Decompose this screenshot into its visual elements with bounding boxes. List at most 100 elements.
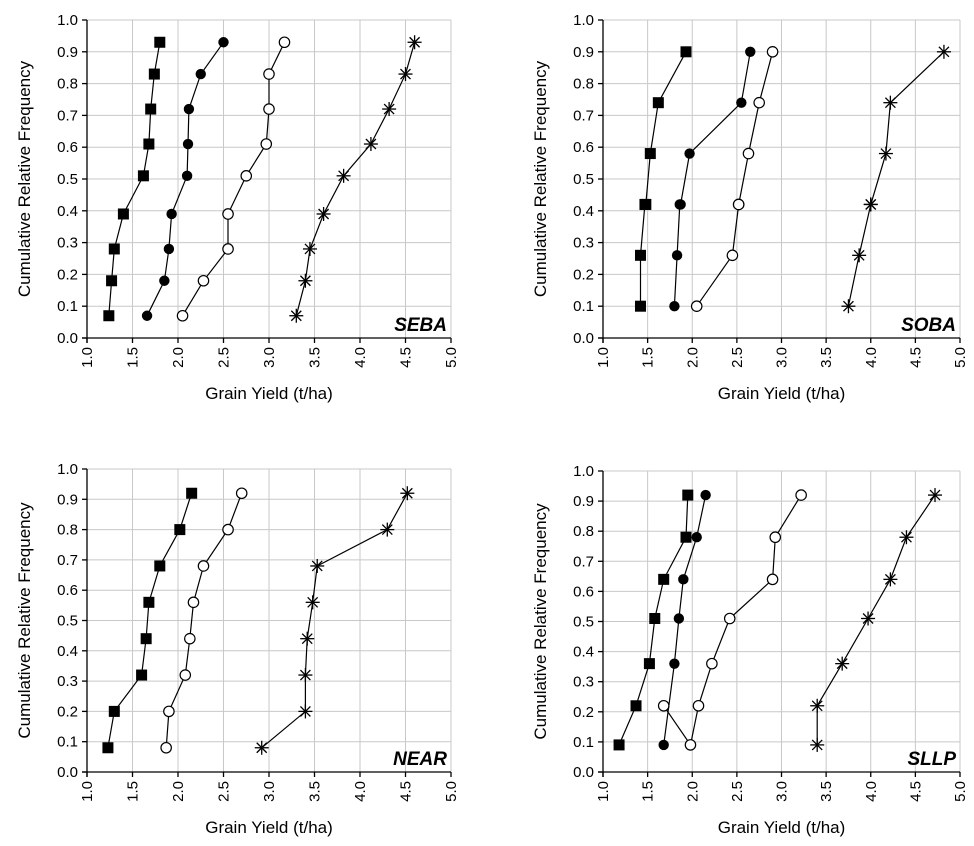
series-square-filled xyxy=(102,487,198,754)
data-point-asterisk xyxy=(835,656,850,671)
data-point-open-circle xyxy=(222,243,234,255)
y-tick-label: 0.8 xyxy=(57,76,78,93)
data-point-open-circle xyxy=(184,632,196,645)
data-point-filled-circle xyxy=(159,275,170,286)
x-tick-label: 1.0 xyxy=(595,781,612,802)
y-tick-label: 0.7 xyxy=(57,107,78,124)
data-point-filled-circle xyxy=(678,574,689,585)
data-point-open-circle xyxy=(795,489,807,501)
data-point-square xyxy=(136,669,148,681)
y-tick-label: 0.0 xyxy=(57,764,78,781)
y-tick-label: 1.0 xyxy=(573,12,594,29)
data-point-square xyxy=(117,208,129,220)
x-tick-label: 1.5 xyxy=(125,781,142,802)
data-point-asterisk xyxy=(336,168,351,183)
y-tick-label: 0.4 xyxy=(573,644,594,661)
data-point-asterisk xyxy=(300,631,315,646)
x-tick-label: 4.0 xyxy=(863,781,880,802)
data-point-asterisk xyxy=(380,522,395,537)
y-tick-label: 0.4 xyxy=(57,643,78,660)
data-point-open-circle xyxy=(690,300,703,312)
y-tick-label: 0.7 xyxy=(57,552,78,569)
series-square-filled xyxy=(613,489,694,751)
y-tick-label: 0.9 xyxy=(57,491,78,508)
data-point-square xyxy=(103,310,115,322)
y-tick-label: 0.2 xyxy=(573,704,594,721)
y-tick-label: 0.8 xyxy=(57,522,78,539)
data-point-asterisk xyxy=(841,299,856,314)
data-point-open-circle xyxy=(753,96,765,109)
x-tick-label: 5.0 xyxy=(952,781,969,802)
data-point-open-circle xyxy=(723,612,736,625)
data-point-asterisk xyxy=(302,241,317,256)
series-line xyxy=(663,494,802,747)
y-tick-label: 1.0 xyxy=(573,463,594,480)
y-tick-label: 0.1 xyxy=(573,298,594,315)
data-point-filled-circle xyxy=(182,138,194,150)
data-point-open-circle xyxy=(657,699,670,712)
x-tick-label: 1.0 xyxy=(79,781,96,802)
x-tick-label: 2.5 xyxy=(216,781,233,802)
series-circle-open xyxy=(160,487,248,754)
data-point-asterisk xyxy=(298,704,313,719)
data-point-open-circle xyxy=(766,573,779,586)
data-point-square xyxy=(644,148,656,160)
y-axis-title: Cumulative Relative Frequency xyxy=(531,60,550,297)
x-tick-label: 2.0 xyxy=(170,347,187,368)
data-point-square xyxy=(102,742,114,754)
x-tick-label: 4.0 xyxy=(352,781,369,802)
data-point-square xyxy=(630,700,642,712)
data-point-filled-circle xyxy=(736,97,747,108)
y-tick-label: 0.5 xyxy=(573,171,594,188)
series-line xyxy=(165,492,243,748)
x-tick-label: 1.5 xyxy=(640,347,657,368)
data-point-open-circle xyxy=(187,596,200,609)
data-point-filled-circle xyxy=(195,68,206,80)
data-point-open-circle xyxy=(260,138,273,150)
data-point-square xyxy=(682,489,694,501)
y-tick-label: 0.9 xyxy=(573,44,594,61)
x-tick-label: 1.0 xyxy=(595,347,612,368)
x-tick-label: 1.5 xyxy=(125,347,142,368)
data-point-open-circle xyxy=(726,249,739,262)
data-point-square xyxy=(154,36,166,48)
series-square-filled xyxy=(103,36,166,322)
x-tick-label: 1.5 xyxy=(640,781,657,802)
panel-label: NEAR xyxy=(393,749,447,770)
y-tick-label: 0.7 xyxy=(573,553,594,570)
data-point-open-circle xyxy=(263,68,275,80)
y-tick-label: 0.6 xyxy=(57,139,78,156)
y-tick-label: 0.2 xyxy=(57,703,78,720)
x-tick-label: 4.5 xyxy=(907,347,924,368)
data-point-asterisk xyxy=(863,197,878,212)
data-point-asterisk xyxy=(363,137,378,152)
series-circle-filled xyxy=(141,37,229,321)
series-line xyxy=(663,494,707,745)
series-asterisk xyxy=(810,488,943,752)
x-tick-label: 2.5 xyxy=(729,347,746,368)
data-point-square xyxy=(108,243,120,255)
y-tick-label: 0.3 xyxy=(57,673,78,690)
x-tick-label: 5.0 xyxy=(952,347,969,368)
x-axis-title: Grain Yield (t/ha) xyxy=(718,818,846,837)
panel-label: SLLP xyxy=(907,749,956,770)
chart-panel-sllp: 0.0 0.1 0.2 0.3 0.4 0.5 0.6 0.7 0.8 0.9 1.0 1.0 1.5 2… xyxy=(531,463,969,837)
y-axis-title: Cumulative Relative Frequency xyxy=(531,503,550,740)
data-point-asterisk xyxy=(382,102,397,117)
x-tick-label: 3.5 xyxy=(307,347,324,368)
data-point-open-circle xyxy=(163,705,175,718)
series-square-filled xyxy=(634,46,692,312)
data-point-open-circle xyxy=(692,699,705,712)
data-point-asterisk xyxy=(316,206,331,221)
data-point-asterisk xyxy=(928,488,943,503)
x-tick-label: 3.0 xyxy=(261,781,278,802)
y-tick-label: 0.5 xyxy=(573,614,594,631)
data-point-open-circle xyxy=(732,198,745,211)
x-tick-label: 2.5 xyxy=(216,347,233,368)
x-tick-label: 2.5 xyxy=(729,781,746,802)
data-point-open-circle xyxy=(769,531,782,544)
data-point-square xyxy=(148,68,160,80)
data-point-asterisk xyxy=(398,67,413,82)
data-point-filled-circle xyxy=(684,148,695,159)
